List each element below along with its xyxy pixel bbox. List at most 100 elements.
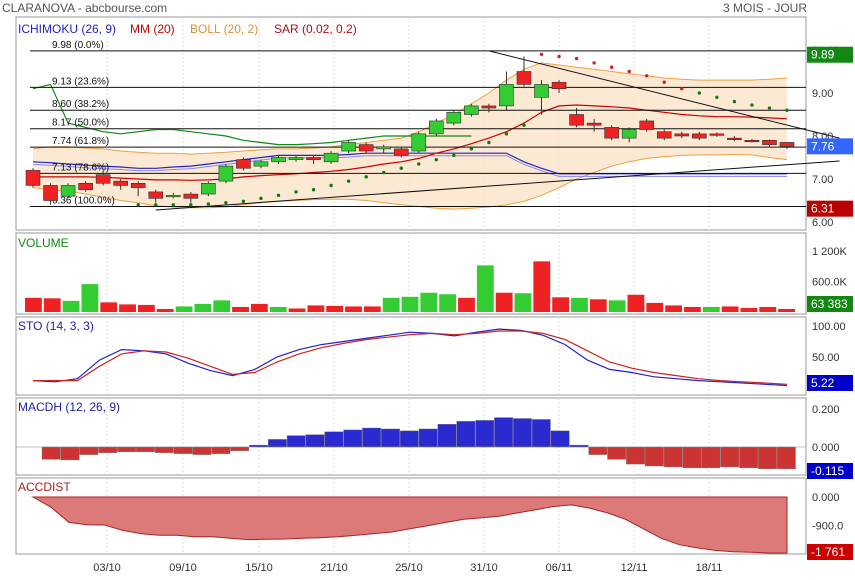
volume-bar (382, 297, 400, 312)
value-badge (807, 544, 853, 560)
period-label: 3 MOIS - JOUR (722, 1, 807, 15)
macd-histogram-bar (513, 418, 532, 448)
volume-bar (533, 261, 551, 312)
sar-dot (609, 65, 614, 69)
legend-item: MM (20) (130, 22, 175, 36)
panel-title: VOLUME (18, 236, 69, 250)
sar-dot (136, 203, 140, 207)
resistance-trendline (488, 50, 840, 139)
legend-item: BOLL (20, 2) (190, 22, 258, 36)
volume-bar (589, 299, 607, 312)
candle-body (288, 157, 304, 160)
volume-bar (627, 294, 645, 312)
candle-body (236, 159, 251, 169)
macd-histogram-bar (192, 446, 212, 455)
accdist-area (31, 496, 788, 554)
volume-bar (137, 304, 155, 312)
sar-dot (732, 99, 737, 104)
x-tick-label: 25/10 (395, 562, 423, 574)
candle-body (358, 144, 374, 152)
stochastic-line (33, 330, 788, 385)
ichimoku-cloud-line (32, 155, 787, 177)
x-tick-label: 12/11 (621, 562, 648, 574)
candle-body (376, 146, 391, 150)
macd-histogram-bar (626, 446, 645, 465)
candle-body (183, 193, 199, 199)
volume-bar (721, 306, 739, 312)
candle-body (639, 120, 655, 130)
value-badge (807, 375, 853, 391)
macd-histogram-bar (324, 431, 344, 448)
volume-bar (269, 306, 287, 312)
macd-histogram-bar (437, 424, 457, 448)
volume-bar (81, 284, 99, 312)
macd-histogram-bar (136, 446, 155, 452)
macd-histogram-bar (230, 446, 250, 451)
fibonacci-level-label: 8.60 (38.2%) (52, 99, 109, 110)
macd-histogram-bar (286, 435, 306, 448)
macd-histogram-bar (456, 421, 476, 448)
macd-histogram-bar (173, 446, 193, 454)
candle-body (393, 148, 409, 156)
macd-histogram-bar (154, 446, 174, 453)
volume-bar (439, 294, 457, 312)
candle-body (709, 133, 725, 136)
value-badge (807, 463, 853, 479)
volume-bar (363, 306, 381, 312)
y-tick-label: 0.000 (812, 442, 840, 454)
volume-bar (778, 308, 795, 312)
sar-dot (346, 179, 351, 183)
volume-bar (608, 300, 626, 312)
candle-body (411, 133, 427, 152)
volume-bar (458, 297, 475, 312)
y-tick-label: 9.00 (812, 88, 833, 100)
volume-bar (740, 307, 758, 312)
macd-histogram-bar (550, 430, 570, 448)
candle-body (534, 84, 549, 98)
panel-title: ACCDIST (18, 480, 71, 494)
y-tick-label: 100.00 (812, 321, 846, 333)
x-tick-label: 31/10 (470, 562, 498, 574)
sar-dot (294, 190, 298, 194)
y-tick-label: 600.0K (812, 277, 848, 289)
volume-bar (684, 306, 701, 312)
chart-title: CLARANOVA - abcbourse.com (2, 1, 168, 15)
volume-bar (100, 302, 118, 312)
sar-dot (504, 132, 509, 136)
candle-body (621, 129, 637, 139)
sar-dot (224, 200, 228, 205)
candle-body (779, 142, 795, 147)
panel-frame (15, 316, 807, 396)
candle-body (218, 165, 234, 182)
sar-dot (767, 106, 772, 110)
sar-dot (206, 202, 211, 206)
sar-dot (399, 166, 403, 170)
candle-body (551, 81, 567, 89)
volume-bar (307, 305, 325, 312)
x-tick-label: 09/10 (169, 562, 197, 574)
volume-bar (119, 304, 136, 312)
volume-bar (401, 296, 419, 312)
candle-body (674, 133, 690, 137)
sar-dot (627, 69, 631, 74)
volume-bar (43, 298, 61, 312)
x-tick-label: 15/10 (245, 562, 273, 574)
sar-dot (171, 203, 175, 207)
fibonacci-level-label: 7.13 (78.6%) (52, 162, 109, 173)
sar-dot (364, 175, 368, 179)
candle-body (78, 183, 93, 191)
candle-body (201, 183, 216, 195)
candle-body (762, 140, 777, 145)
volume-bar (476, 265, 494, 312)
volume-bar (759, 306, 777, 312)
volume-bar (514, 293, 532, 312)
sar-dot (154, 203, 158, 207)
fibonacci-level-label: 8.17 (50.0%) (52, 118, 109, 129)
candle-body (253, 161, 269, 167)
y-tick-label: 50.00 (812, 352, 840, 364)
candle-body (165, 195, 181, 198)
sar-dot (487, 140, 491, 145)
macd-histogram-bar (268, 439, 287, 448)
macd-histogram-bar (343, 429, 363, 448)
